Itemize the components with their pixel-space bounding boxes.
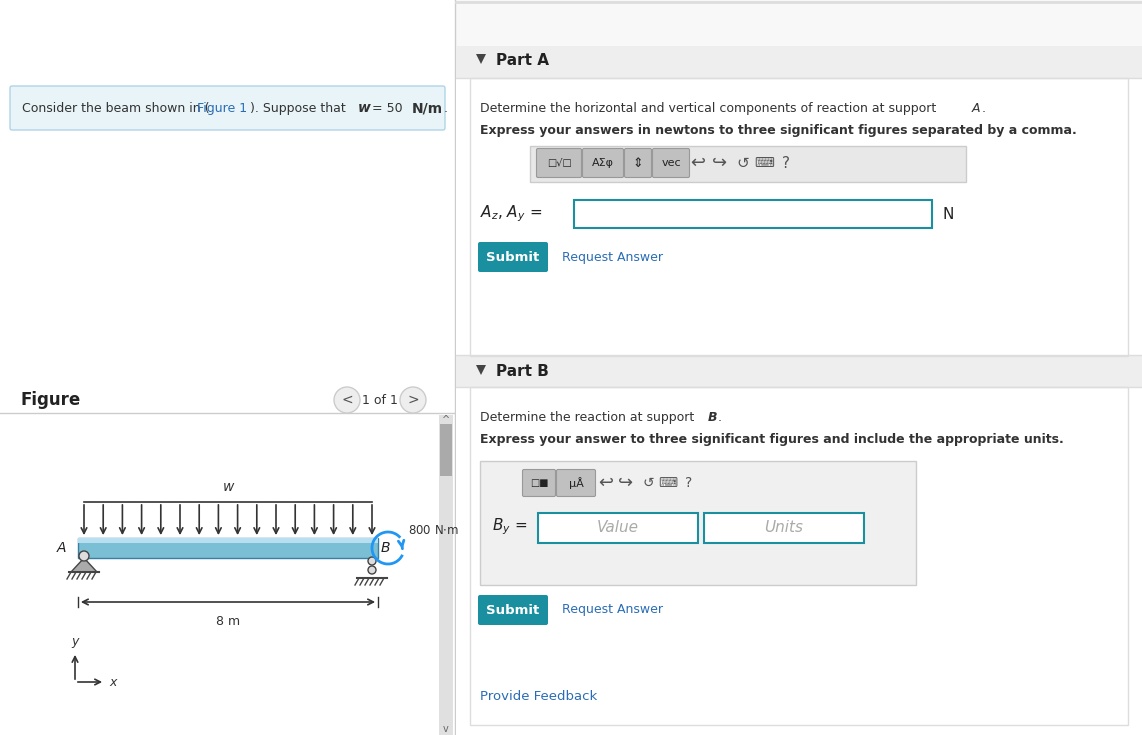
Text: A: A: [56, 541, 66, 555]
Bar: [0, 0, 455, 735]
Text: 800 N$\cdot$m: 800 N$\cdot$m: [408, 523, 459, 537]
Text: >: >: [408, 393, 419, 407]
Text: Request Answer: Request Answer: [562, 251, 664, 264]
FancyBboxPatch shape: [523, 470, 555, 497]
FancyBboxPatch shape: [478, 595, 548, 625]
Bar: [456, 0, 1142, 735]
FancyBboxPatch shape: [582, 148, 624, 177]
Circle shape: [79, 551, 89, 561]
Text: A: A: [972, 101, 981, 115]
Polygon shape: [476, 365, 486, 375]
FancyBboxPatch shape: [537, 148, 581, 177]
Bar: [440, 424, 452, 476]
Text: ^: ^: [442, 415, 450, 425]
Text: ↪: ↪: [713, 154, 727, 172]
Text: $A_z$, $A_y$ =: $A_z$, $A_y$ =: [480, 204, 542, 224]
Text: Provide Feedback: Provide Feedback: [480, 690, 597, 703]
Polygon shape: [476, 54, 486, 64]
Bar: [480, 461, 916, 585]
Circle shape: [333, 387, 360, 413]
Text: ?: ?: [685, 476, 693, 490]
Text: N/m: N/m: [412, 101, 443, 115]
Text: B: B: [708, 411, 717, 423]
Text: ↺: ↺: [737, 156, 749, 171]
Text: Units: Units: [764, 520, 804, 536]
Text: B: B: [381, 541, 391, 555]
FancyBboxPatch shape: [652, 148, 690, 177]
Bar: [471, 387, 1128, 725]
Bar: [471, 78, 1128, 356]
FancyBboxPatch shape: [625, 148, 651, 177]
Text: y: y: [71, 635, 79, 648]
Text: w: w: [223, 480, 234, 494]
FancyBboxPatch shape: [478, 242, 548, 272]
Text: Determine the reaction at support: Determine the reaction at support: [480, 411, 698, 423]
Text: □√□: □√□: [547, 158, 571, 168]
Text: Part B: Part B: [496, 364, 549, 379]
Text: v: v: [443, 724, 449, 734]
Bar: [538, 513, 698, 543]
Text: ). Suppose that: ). Suppose that: [250, 101, 349, 115]
Polygon shape: [71, 558, 97, 572]
Text: ↩: ↩: [691, 154, 706, 172]
Text: ↩: ↩: [598, 474, 613, 492]
Text: 1 of 1: 1 of 1: [362, 393, 397, 406]
Bar: [78, 538, 378, 558]
Text: ⌨: ⌨: [754, 156, 774, 170]
FancyBboxPatch shape: [10, 86, 445, 130]
Bar: [456, 46, 1142, 78]
Text: □■: □■: [530, 478, 548, 488]
Text: .: .: [982, 101, 986, 115]
Circle shape: [400, 387, 426, 413]
Text: Submit: Submit: [486, 251, 540, 264]
Text: ΑΣφ: ΑΣφ: [592, 158, 614, 168]
Text: w: w: [357, 101, 371, 115]
Text: ↪: ↪: [619, 474, 634, 492]
Text: N: N: [942, 207, 954, 221]
Text: Submit: Submit: [486, 603, 540, 617]
Bar: [530, 146, 966, 182]
Text: x: x: [108, 675, 116, 689]
Text: ?: ?: [782, 156, 790, 171]
Text: Consider the beam shown in (: Consider the beam shown in (: [22, 101, 209, 115]
Text: Part A: Part A: [496, 52, 549, 68]
Text: ⇕: ⇕: [633, 157, 643, 170]
Bar: [703, 513, 864, 543]
Bar: [574, 200, 932, 228]
Text: Express your answers in newtons to three significant figures separated by a comm: Express your answers in newtons to three…: [480, 123, 1077, 137]
Text: ↺: ↺: [642, 476, 654, 490]
Bar: [456, 387, 1142, 735]
Text: Value: Value: [597, 520, 640, 536]
Text: <: <: [341, 393, 353, 407]
Text: .: .: [444, 101, 448, 115]
Bar: [456, 355, 1142, 387]
Text: $B_y$ =: $B_y$ =: [492, 517, 528, 537]
Text: Figure: Figure: [21, 391, 80, 409]
Bar: [78, 538, 378, 543]
Text: Request Answer: Request Answer: [562, 603, 664, 617]
Text: 8 m: 8 m: [216, 615, 240, 628]
Bar: [456, 78, 1142, 358]
Text: = 50: = 50: [368, 101, 407, 115]
Text: Express your answer to three significant figures and include the appropriate uni: Express your answer to three significant…: [480, 432, 1063, 445]
Text: .: .: [718, 411, 722, 423]
FancyBboxPatch shape: [556, 470, 595, 497]
Text: Determine the horizontal and vertical components of reaction at support: Determine the horizontal and vertical co…: [480, 101, 940, 115]
Bar: [439, 415, 453, 735]
Circle shape: [368, 566, 376, 574]
Text: vec: vec: [661, 158, 681, 168]
Text: ⌨: ⌨: [659, 476, 677, 490]
Circle shape: [368, 557, 376, 565]
Text: μÅ: μÅ: [569, 477, 584, 489]
Text: Figure 1: Figure 1: [198, 101, 247, 115]
